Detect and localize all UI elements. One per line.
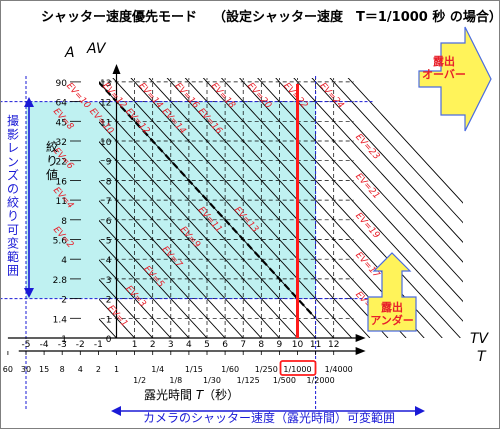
time-label-9: 1/8 — [169, 376, 182, 385]
time-label-6: 1 — [114, 365, 119, 374]
tv-tick-11: 11 — [310, 340, 321, 350]
overexposure-callout: 露出オーバー — [419, 27, 491, 131]
time-label-15: 1/500 — [273, 376, 296, 385]
f-number-8: 8 — [61, 217, 67, 227]
time-label-13: 1/125 — [237, 376, 260, 385]
tv-tick-8: 8 — [258, 340, 264, 350]
av-axis-symbol: AV — [86, 41, 107, 57]
tv-tick--5: -5 — [22, 340, 31, 350]
time-label-18: 1/4000 — [325, 365, 353, 374]
f-number-2: 2 — [61, 296, 67, 306]
time-axis-arrow — [356, 347, 366, 355]
setting-shutter-label: 1/1000 — [283, 365, 311, 374]
svg-text:撮影レンズの絞り可変範囲: 撮影レンズの絞り可変範囲 — [7, 114, 19, 278]
tv-tick-9: 9 — [277, 340, 283, 350]
aperture-label: 絞り値 — [46, 139, 58, 182]
tv-tick-12: 12 — [328, 340, 339, 350]
time-label-7: 1/2 — [133, 376, 146, 385]
tv-tick-7: 7 — [240, 340, 246, 350]
f-number-1.4: 1.4 — [53, 315, 68, 325]
time-label-4: 4 — [78, 365, 83, 374]
tv-tick--2: -2 — [76, 340, 85, 350]
a-axis-symbol: A — [64, 45, 75, 61]
tv-tick-5: 5 — [204, 340, 210, 350]
time-axis-label: 露光時間 T（秒） — [144, 388, 239, 402]
av-tick-0: 0 — [106, 335, 112, 345]
av-tick-1: 1 — [106, 315, 112, 325]
tv-tick-10: 10 — [292, 340, 304, 350]
tv-tick-3: 3 — [168, 340, 174, 350]
av-tick-4: 4 — [106, 256, 112, 266]
av-tick-3: 3 — [106, 276, 112, 286]
av-tick-10: 10 — [100, 138, 112, 148]
av-tick-12: 12 — [100, 99, 111, 109]
time-label-11: 1/30 — [203, 376, 221, 385]
av-tick-6: 6 — [106, 217, 112, 227]
time-label-12: 1/60 — [221, 365, 239, 374]
time-label-17: 1/2000 — [307, 376, 335, 385]
time-label-14: 1/250 — [255, 365, 278, 374]
chart-subtitle: （設定シャッター速度 T＝1/1000 秒 の場合） — [213, 9, 500, 25]
t-axis-symbol: T — [477, 349, 487, 365]
av-axis-arrow — [113, 64, 121, 74]
svg-text:絞り値: 絞り値 — [46, 139, 58, 182]
time-label-0: 60 — [3, 365, 13, 374]
time-label-5: 2 — [96, 365, 101, 374]
tv-tick-2: 2 — [150, 340, 156, 350]
tv-tick-6: 6 — [222, 340, 228, 350]
av-tick-7: 7 — [106, 197, 112, 207]
time-label-10: 1/15 — [185, 365, 203, 374]
av-tick-8: 8 — [106, 177, 112, 187]
camera-range-indicator: カメラのシャッター速度（露光時間）可変範囲 — [111, 406, 425, 425]
time-label-8: 1/4 — [151, 365, 164, 374]
time-label-2: 15 — [39, 365, 49, 374]
chart-title: シャッター速度優先モード — [41, 9, 197, 25]
time-label-3: 8 — [60, 365, 65, 374]
tv-tick--1: -1 — [94, 340, 103, 350]
camera-range-label: カメラのシャッター速度（露光時間）可変範囲 — [143, 410, 395, 425]
f-number-4: 4 — [61, 256, 67, 266]
tv-axis-symbol: TV — [470, 331, 490, 347]
time-label-1: 30 — [21, 365, 31, 374]
tv-tick-1: 1 — [132, 340, 138, 350]
av-tick-5: 5 — [106, 237, 112, 247]
tv-axis-arrow — [356, 334, 366, 342]
tv-tick--3: -3 — [58, 340, 67, 350]
tv-tick-4: 4 — [186, 340, 192, 350]
tv-tick--4: -4 — [40, 340, 49, 350]
ev-upper-label-24: EV=24 — [317, 81, 345, 111]
f-number-2.8: 2.8 — [53, 276, 68, 286]
av-tick-9: 9 — [106, 158, 112, 168]
av-tick-2: 2 — [106, 296, 112, 306]
